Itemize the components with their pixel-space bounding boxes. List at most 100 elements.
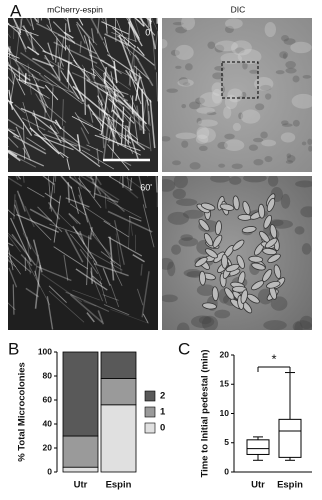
fiber [72, 225, 98, 264]
legend-label: 1 [160, 407, 166, 418]
y-axis-label: % Total Microcolonies [17, 362, 28, 462]
fiber [29, 32, 34, 51]
texture [285, 67, 297, 74]
fiber [15, 176, 19, 181]
fiber [8, 91, 9, 94]
fiber [112, 109, 125, 123]
fiber [83, 300, 97, 307]
fiber [111, 116, 118, 161]
fiber [66, 18, 71, 33]
fiber [47, 201, 61, 220]
texture [171, 244, 182, 255]
fiber [62, 99, 64, 126]
fiber [138, 72, 150, 106]
fiber [86, 144, 104, 153]
bacterium [232, 239, 245, 251]
fiber [79, 41, 82, 53]
bacterium [262, 247, 277, 256]
texture [225, 18, 243, 29]
texture [285, 160, 294, 164]
fiber [94, 65, 131, 91]
bacterium [248, 255, 264, 263]
fiber [26, 46, 40, 56]
x-tick-label: Espin [277, 480, 303, 491]
fiber [108, 176, 133, 191]
fiber [134, 18, 141, 23]
texture [224, 139, 245, 151]
fiber [8, 302, 16, 311]
texture [196, 107, 215, 114]
texture [220, 52, 242, 65]
fiber [88, 36, 95, 79]
texture [196, 117, 202, 125]
fiber [99, 280, 107, 304]
fiber [112, 85, 117, 128]
fiber [142, 204, 155, 248]
texture [175, 26, 188, 34]
fiber [35, 83, 47, 113]
y-axis-label: Time to Initial pedestal (min) [200, 349, 211, 477]
fiber [154, 30, 158, 50]
fiber [81, 149, 115, 170]
fiber [66, 158, 71, 170]
bacterium [198, 219, 210, 232]
fiber [97, 18, 100, 34]
texture [260, 131, 268, 139]
fiber [59, 37, 65, 67]
fiber [24, 73, 27, 84]
fiber [78, 186, 89, 223]
fiber [89, 227, 116, 264]
fiber [132, 68, 139, 87]
fiber [132, 111, 139, 144]
texture [181, 104, 187, 109]
texture [196, 127, 216, 143]
fiber [8, 149, 45, 167]
texture [294, 226, 305, 235]
fiber [51, 73, 83, 103]
texture [182, 82, 191, 87]
fiber [79, 248, 99, 275]
texture [292, 320, 312, 330]
texture [264, 21, 276, 38]
fiber [123, 176, 146, 192]
y-tick-label: 80 [43, 370, 53, 380]
fiber [25, 287, 39, 298]
texture [282, 53, 287, 60]
bacterium [219, 203, 235, 211]
texture [170, 49, 180, 56]
fiber [18, 194, 25, 207]
box [246, 439, 270, 455]
fiber [128, 215, 131, 250]
fiber [90, 267, 93, 284]
texture [162, 257, 174, 270]
fiber [140, 263, 143, 276]
fiber [126, 134, 146, 151]
y-tick-label: 20 [43, 442, 53, 452]
texture [212, 72, 224, 80]
fiber [45, 18, 51, 21]
fiber [109, 90, 142, 122]
fiber [102, 268, 111, 286]
fiber [59, 151, 69, 159]
texture [240, 109, 261, 124]
fiber [114, 93, 129, 102]
bacterium [242, 200, 251, 216]
fiber [135, 66, 139, 100]
time-label: 60' [140, 182, 152, 192]
fiber [83, 68, 87, 115]
fiber [32, 57, 54, 68]
significance-label: * [271, 351, 276, 366]
x-tick-label: Espin [106, 480, 132, 491]
fiber [82, 102, 116, 134]
fiber [44, 192, 61, 204]
texture [189, 101, 201, 110]
texture [178, 77, 189, 86]
fiber [48, 290, 85, 323]
texture [217, 141, 228, 150]
fiber [8, 118, 24, 130]
fiber [107, 64, 118, 71]
texture [214, 309, 231, 319]
fiber [86, 312, 95, 323]
fiber [8, 176, 23, 187]
fiber [42, 176, 55, 185]
